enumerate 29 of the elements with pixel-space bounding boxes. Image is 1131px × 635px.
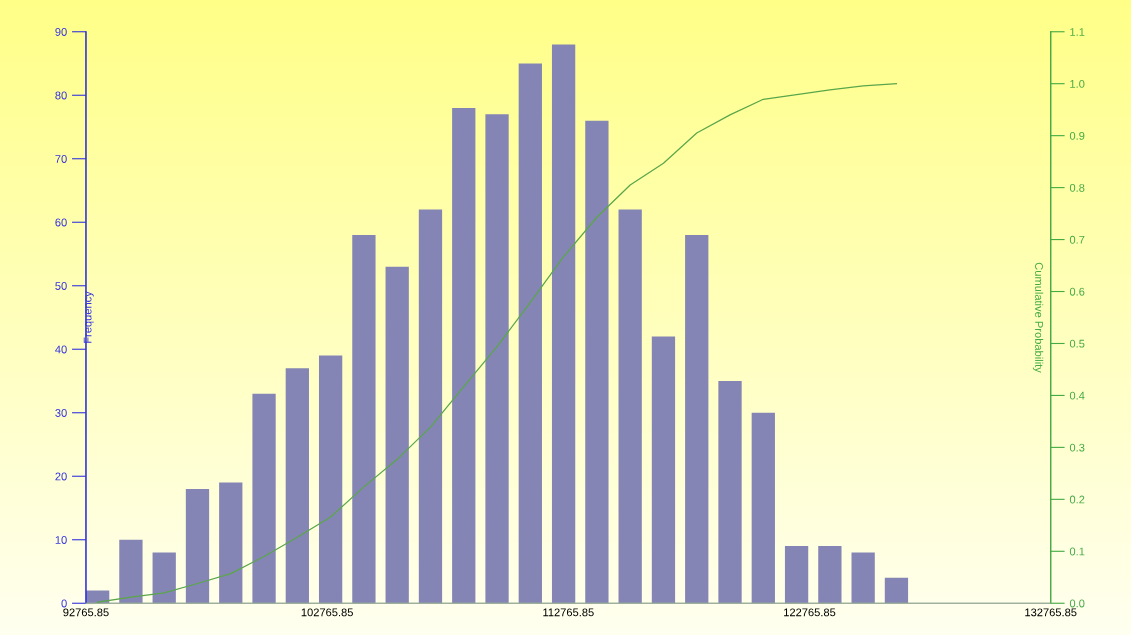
y2-axis-title: Cumulative Probability	[1032, 262, 1044, 373]
y2-tick-label: 0.7	[1069, 235, 1085, 244]
y-tick-label: 90	[55, 28, 67, 36]
y2-tick-label: 1.0	[1070, 79, 1085, 88]
x-tick-label: 132765.85	[1025, 608, 1077, 617]
y-tick-label: 40	[55, 345, 67, 354]
y-axis-title: Frequency	[83, 291, 94, 343]
y-tick-label: 60	[55, 218, 67, 227]
y2-tick-label: 0.8	[1069, 183, 1085, 192]
x-tick-label: 102765.85	[301, 608, 353, 617]
y-tick-label: 10	[55, 536, 67, 544]
y-tick-label: 0	[61, 599, 67, 608]
y2-tick-label: 0.6	[1069, 287, 1085, 296]
y2-tick-label: 0.2	[1069, 495, 1085, 504]
y-tick-label: 70	[55, 155, 67, 163]
y-tick-label: 20	[55, 472, 67, 481]
x-tick-label: 112765.85	[543, 608, 594, 617]
y-tick-label: 80	[55, 91, 67, 100]
y2-tick-label: 0.9	[1069, 131, 1085, 140]
x-tick-label: 122765.85	[784, 608, 836, 617]
y2-tick-label: 0.4	[1069, 391, 1085, 400]
y-tick-label: 30	[55, 409, 67, 417]
x-tick-label: 92765.85	[63, 608, 109, 617]
y2-tick-label: 1.1	[1070, 28, 1085, 36]
y-tick-label: 50	[55, 282, 67, 290]
y2-tick-label: 0.0	[1069, 599, 1085, 608]
y2-tick-label: 0.3	[1069, 443, 1085, 452]
y2-tick-label: 0.1	[1069, 547, 1085, 556]
y2-tick-label: 0.5	[1069, 339, 1085, 348]
